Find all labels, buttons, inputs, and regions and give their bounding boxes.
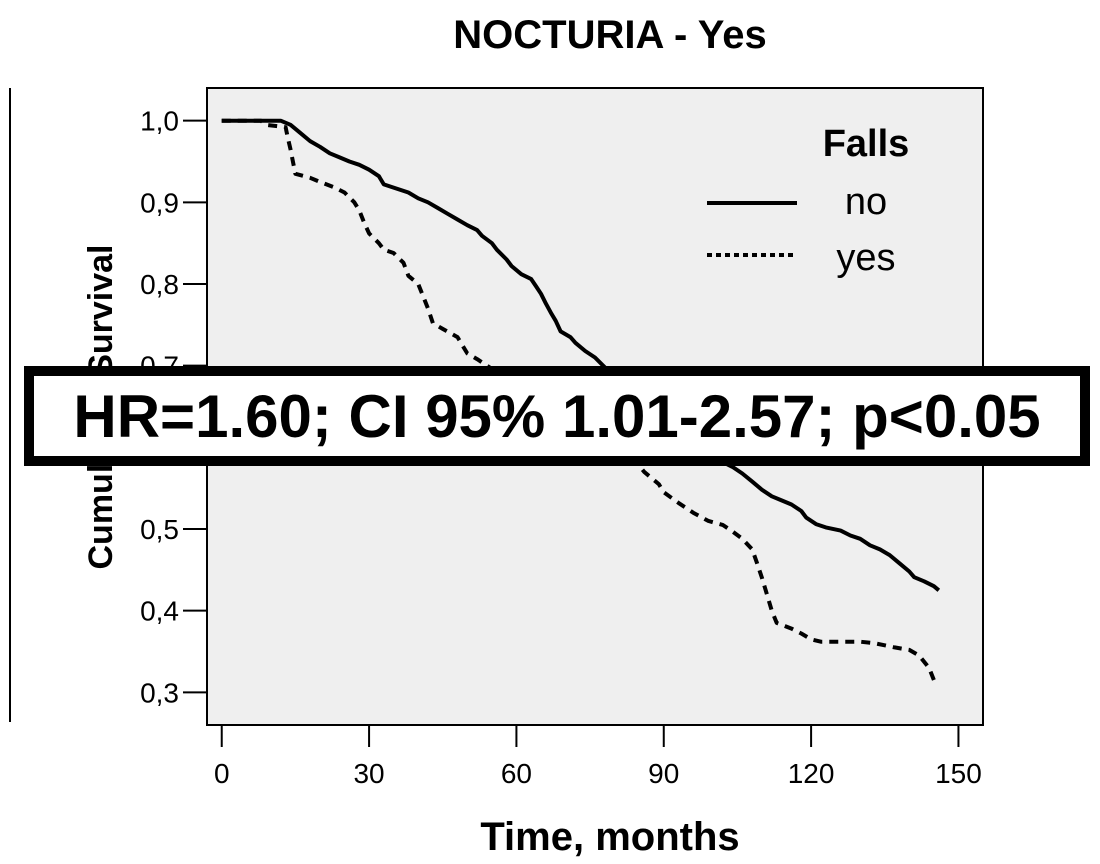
y-tick-label: 0,4 — [140, 596, 179, 627]
series-line-no — [221, 118, 941, 592]
y-tick-label: 1,0 — [140, 106, 179, 137]
x-tick-label: 60 — [501, 758, 532, 789]
legend-title: Falls — [823, 123, 910, 165]
hazard-ratio-annotation: HR=1.60; CI 95% 1.01-2.57; p<0.05 — [24, 366, 1090, 466]
y-tick-label: 0,9 — [140, 187, 179, 218]
y-tick-label: 0,3 — [140, 677, 179, 708]
x-tick-label: 120 — [788, 758, 835, 789]
x-axis-label: Time, months — [480, 815, 739, 859]
y-tick-label: 0,8 — [140, 269, 179, 300]
y-tick-label: 0,5 — [140, 514, 179, 545]
x-tick-label: 150 — [935, 758, 982, 789]
chart-title: NOCTURIA - Yes — [453, 13, 766, 57]
legend-label-no: no — [845, 181, 887, 223]
x-tick-label: 0 — [214, 758, 230, 789]
legend-label-yes: yes — [836, 237, 895, 279]
x-axis: 0 30 60 90 120 150 — [214, 725, 982, 789]
legend: Falls no yes — [707, 123, 909, 279]
x-tick-label: 90 — [648, 758, 679, 789]
x-tick-label: 30 — [353, 758, 384, 789]
